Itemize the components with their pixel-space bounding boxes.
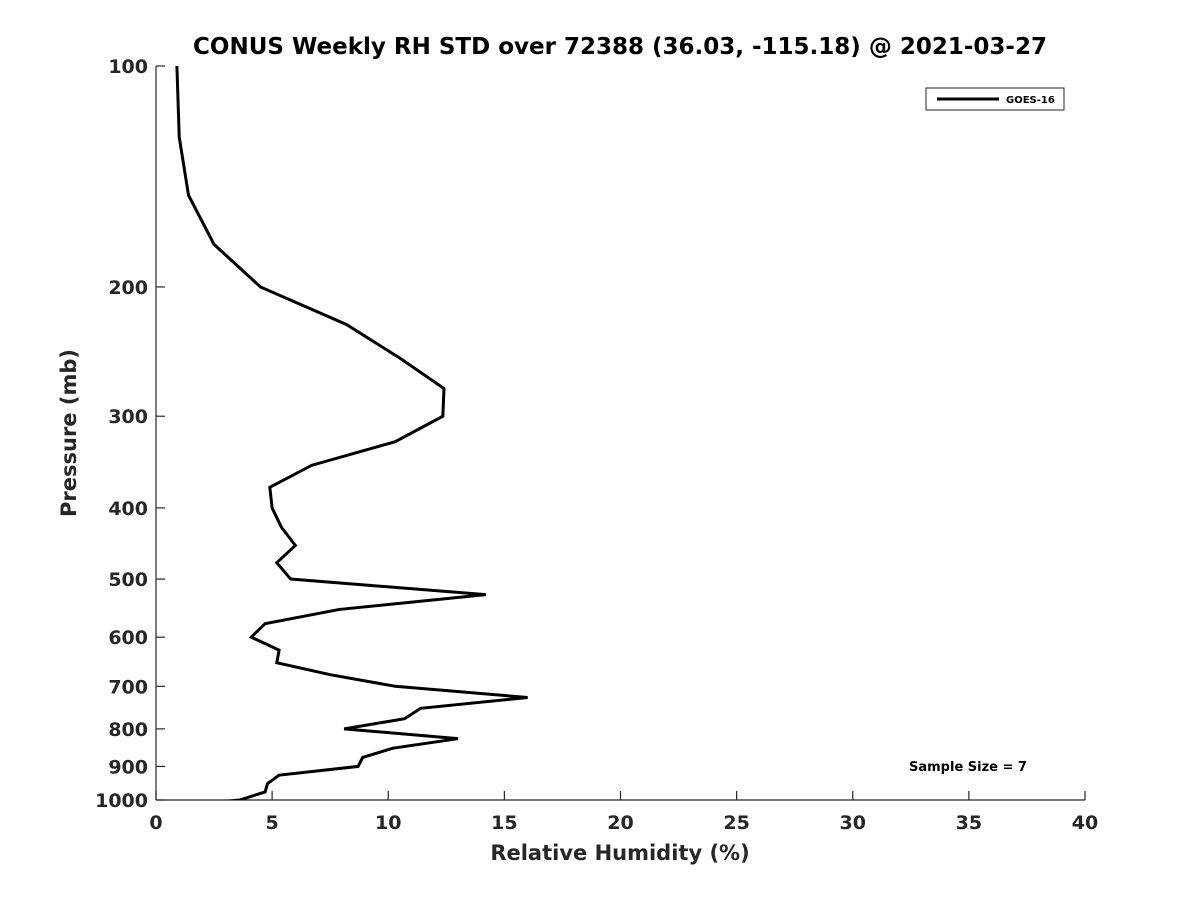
axes (155, 66, 1085, 801)
x-tick-label: 0 (149, 812, 162, 834)
y-tick-label: 600 (108, 627, 148, 649)
x-tick-label: 15 (491, 812, 517, 834)
y-tick-label: 100 (108, 56, 148, 78)
x-ticks: 0 5 10 15 20 25 30 35 40 (149, 791, 1098, 834)
y-axis-title: Pressure (mb) (57, 349, 81, 517)
x-tick-label: 10 (375, 812, 401, 834)
x-tick-label: 35 (956, 812, 982, 834)
y-tick-label: 900 (108, 756, 148, 778)
legend-label-goes-16: GOES-16 (1006, 95, 1055, 106)
chart-title: CONUS Weekly RH STD over 72388 (36.03, -… (193, 34, 1047, 60)
x-tick-label: 5 (266, 812, 279, 834)
sample-size-annotation: Sample Size = 7 (909, 760, 1027, 775)
y-tick-label: 1000 (95, 790, 148, 812)
x-axis-title: Relative Humidity (%) (490, 841, 749, 865)
y-tick-label: 700 (108, 676, 148, 698)
y-tick-label: 500 (108, 569, 148, 591)
series-line-goes-16 (175, 66, 528, 800)
x-tick-label: 30 (840, 812, 866, 834)
x-tick-label: 20 (607, 812, 633, 834)
y-tick-label: 200 (108, 277, 148, 299)
y-ticks: 100 200 300 400 500 600 700 800 900 1000 (95, 56, 165, 812)
y-tick-label: 300 (108, 406, 148, 428)
x-tick-label: 40 (1072, 812, 1098, 834)
legend: GOES-16 (925, 87, 1065, 111)
x-tick-label: 25 (723, 812, 749, 834)
y-tick-label: 800 (108, 719, 148, 741)
y-tick-label: 400 (108, 498, 148, 520)
series-layer (175, 66, 528, 800)
